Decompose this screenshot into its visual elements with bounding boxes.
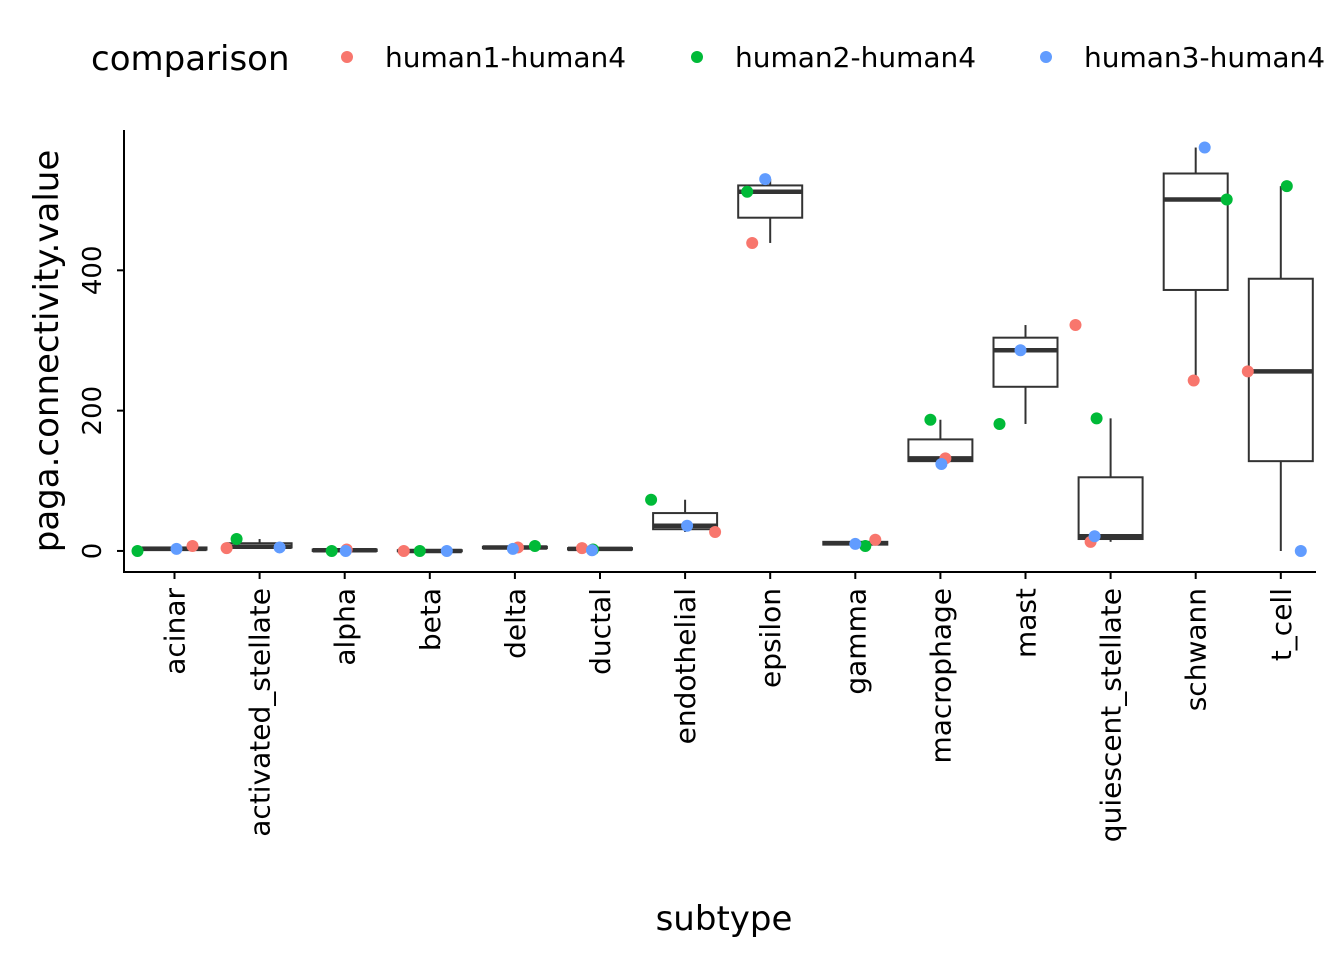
data-point-human1-human4 [1241,365,1254,378]
data-point-human2-human4 [993,417,1006,430]
data-point-human2-human4 [413,544,426,557]
data-point-human2-human4 [924,413,937,426]
x-tick-label: t_cell [1265,588,1298,661]
data-point-human1-human4 [746,236,759,249]
data-point-human3-human4 [273,541,286,554]
x-tick-label: epsilon [754,588,787,688]
data-point-human2-human4 [325,544,338,557]
legend-key-human2-human4 [691,51,703,63]
x-tick-label: mast [1010,588,1043,658]
x-tick-label: beta [414,588,447,651]
x-tick-label: alpha [329,588,362,666]
data-point-human3-human4 [1014,344,1027,357]
data-point-human3-human4 [1294,544,1307,557]
data-point-human1-human4 [576,542,588,555]
x-tick-label: quiescent_stellate [1095,588,1128,842]
x-tick-label: endothelial [669,588,702,744]
data-point-human2-human4 [230,533,243,546]
data-point-human1-human4 [869,533,882,546]
data-point-human2-human4 [741,185,754,198]
data-point-human2-human4 [1220,193,1233,206]
data-point-human2-human4 [859,540,872,553]
box-rect [992,336,1059,388]
box-rect [1077,476,1144,541]
data-point-human2-human4 [131,544,144,557]
data-point-human2-human4 [528,540,541,553]
data-point-human3-human4 [935,457,948,470]
data-point-human1-human4 [709,526,722,539]
x-tick-label: schwann [1180,588,1213,711]
x-tick-label: activated_stellate [244,588,277,837]
legend-key-human1-human4 [341,51,353,63]
legend-key-human3-human4 [1040,51,1052,63]
data-point-human1-human4 [220,542,233,555]
box-rect [1162,172,1229,291]
data-point-human1-human4 [186,540,199,553]
data-point-human3-human4 [506,542,519,555]
data-point-human3-human4 [681,519,694,532]
legend-title: comparison [91,39,290,79]
data-point-human3-human4 [440,544,453,557]
data-point-human1-human4 [397,544,410,557]
x-tick-label: gamma [839,588,872,695]
x-tick-label: delta [499,588,532,659]
data-point-human3-human4 [759,173,772,186]
y-tick-label: 0 [78,543,108,560]
data-point-human3-human4 [1198,141,1211,154]
y-tick-label: 200 [78,386,108,436]
x-tick-label: acinar [159,588,192,675]
data-point-human3-human4 [849,537,862,550]
legend-label: human2-human4 [735,41,976,74]
data-point-human3-human4 [1088,530,1101,543]
data-point-human2-human4 [645,493,658,506]
x-axis-title: subtype [656,899,793,939]
data-point-human1-human4 [1187,374,1200,387]
x-tick-label: ductal [584,588,617,675]
y-tick-label: 400 [78,245,108,295]
legend-label: human1-human4 [385,41,626,74]
data-point-human1-human4 [1069,319,1082,332]
data-point-human3-human4 [339,544,352,557]
x-tick-label: macrophage [924,588,957,764]
data-point-human2-human4 [1280,180,1293,193]
data-point-human2-human4 [1090,412,1103,425]
data-point-human3-human4 [586,544,598,557]
data-point-human3-human4 [170,542,183,555]
legend-label: human3-human4 [1084,41,1325,74]
y-axis-title: paga.connectivity.value [27,150,67,552]
